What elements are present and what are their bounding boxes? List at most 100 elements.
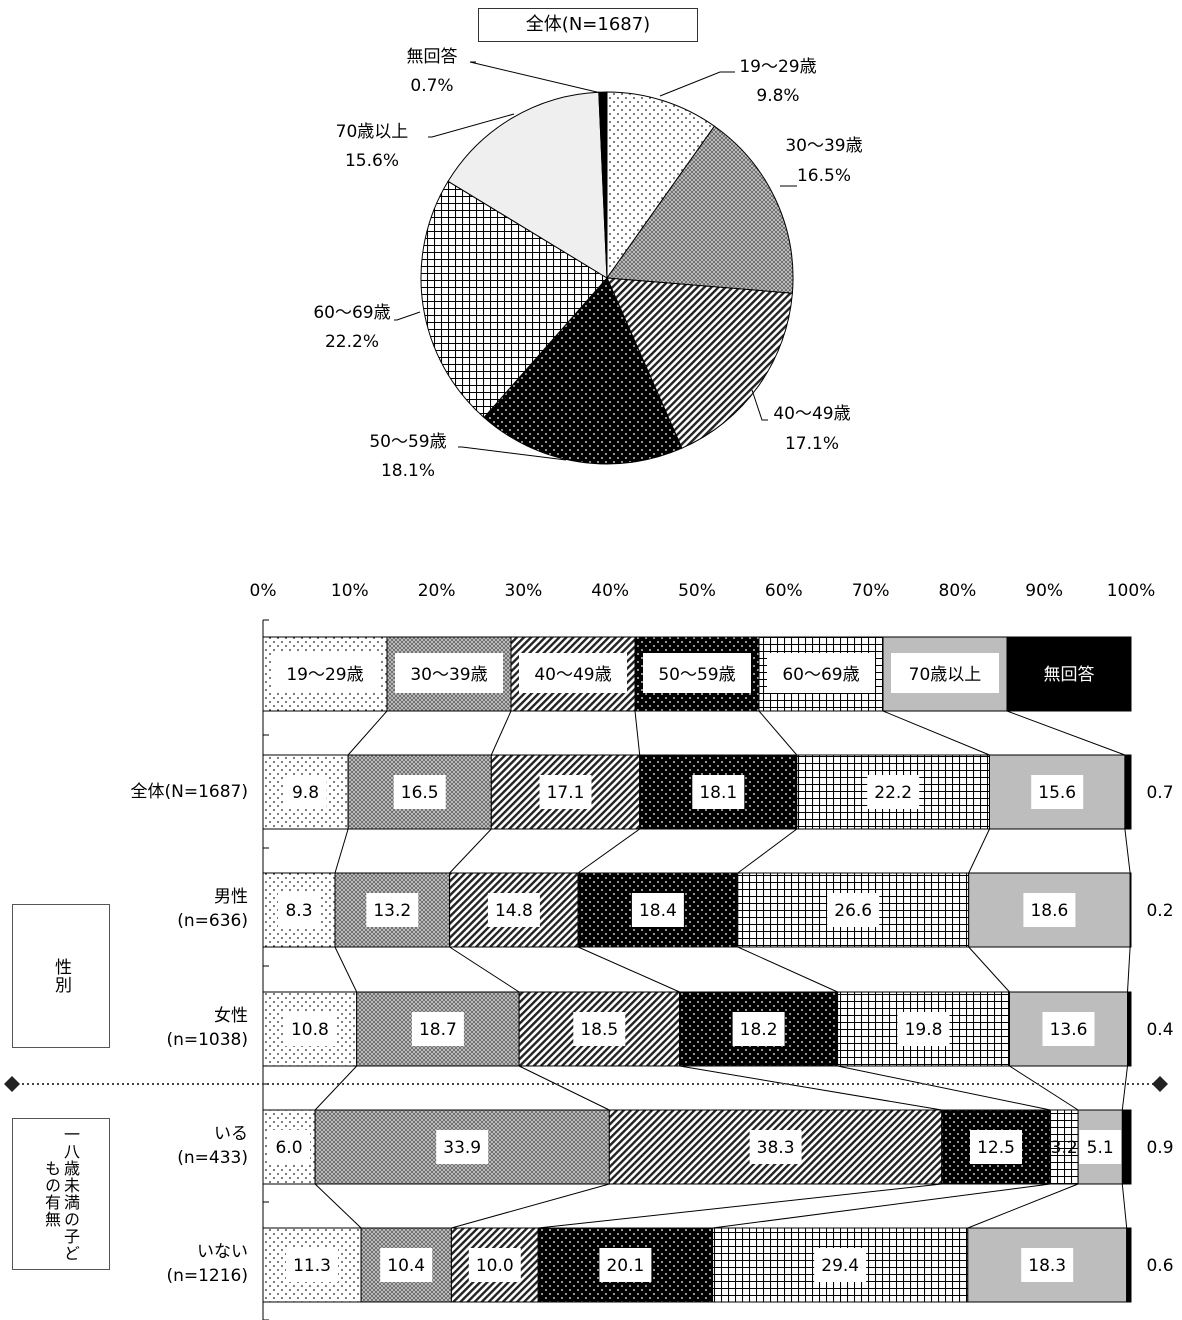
legend-label-bg-19-29 [271,653,379,693]
pie-label-name-50-59: 50〜59歳 [369,432,446,452]
bar-value-label-bg [278,893,320,927]
bar-value-label-bg [970,1130,1022,1164]
bar-value-label-70-plus: 15.6 [1038,783,1076,803]
bar-value-label-60-69: 3.2 [1051,1138,1078,1158]
pie-label-value-no-answer: 0.7% [410,76,453,96]
bar-value-label-bg [573,1012,626,1046]
pie-label-value-30-39: 16.5% [797,166,851,186]
row-label-male-name: 男性 [214,887,248,907]
bar-value-label-bg [393,775,446,809]
bar-value-label-bg [827,893,880,927]
connector-line [837,1065,1051,1111]
connector-line [314,1183,362,1229]
pie-label-name-40-49: 40〜49歳 [773,404,850,424]
bar-value-label-bg [599,1248,652,1282]
row-label-female: 女性 (n=1038) [18,1004,248,1052]
bar-value-label-bg [867,775,920,809]
bar-value-label-40-49: 18.5 [580,1020,618,1040]
pie-label-value-70-plus: 15.6% [345,151,399,171]
legend-label-70-plus: 70歳以上 [909,665,982,685]
pie-chart: 19〜29歳 9.8% 30〜39歳 16.5% 40〜49歳 17.1% 50〜59歳 18… [313,47,862,481]
bar-value-label-60-69: 19.8 [905,1020,943,1040]
bar-value-label-bg [732,1012,785,1046]
connector-line [451,1183,610,1229]
bar-value-label-50-59: 18.1 [699,783,737,803]
connector-line [449,946,520,993]
connector-line [1006,710,1126,756]
x-tick-90: 90% [1025,581,1063,601]
bar-value-label-30-39: 16.5 [401,783,439,803]
legend-label-bg-30-39 [395,653,503,693]
connector-line [968,946,1010,993]
connector-line [967,1183,1079,1229]
bar-value-label-bg [436,1130,489,1164]
bar-value-label-70-plus: 5.1 [1087,1138,1114,1158]
connector-line [518,1065,610,1111]
bar-value-label-no-answer: 0.9 [1146,1138,1173,1158]
pie-label-name-no-answer: 無回答 [407,47,458,67]
pie-label-value-50-59: 18.1% [381,461,435,481]
connector-line [634,710,641,756]
bar-segment-19-29 [262,872,336,948]
connector-line [538,1183,942,1229]
pie-label-name-19-29: 19〜29歳 [739,57,816,77]
bar-value-label-bg [814,1248,867,1282]
connector-line [1127,946,1131,993]
pie-slice-60-69 [420,180,608,419]
row-label-has-children-name: いる [214,1124,248,1144]
connector-line [334,946,358,993]
bar-value-label-19-29: 9.8 [292,783,319,803]
pie-slice-50-59 [483,277,683,465]
legend-label-30-39: 30〜39歳 [410,665,487,685]
bar-value-label-bg [897,1012,950,1046]
bar-segment-70-plus [989,754,1126,830]
bar-value-label-70-plus: 18.6 [1030,901,1068,921]
row-label-has-children: いる (n=433) [18,1122,248,1170]
connector-line [1124,828,1131,874]
pie-leader-50-59 [458,446,567,461]
bar-value-label-19-29: 8.3 [285,901,312,921]
connector-line [679,1065,942,1111]
legend-label-bg-50-59 [643,653,751,693]
legend-label-bg-70-plus [891,653,999,693]
connector-line [737,828,798,874]
bar-value-label-60-69: 22.2 [874,783,912,803]
bar-value-label-bg [411,1012,464,1046]
bar-value-label-bg [1042,1012,1095,1046]
bar-value-label-bg [749,1130,802,1164]
x-tick-0: 0% [250,581,277,601]
legend-label-bg-no-answer [1028,653,1110,693]
x-tick-50: 50% [678,581,716,601]
pie-slice-19-29 [606,91,716,280]
connector-line [490,710,512,756]
stacked-bar-chart: 0% 10% 20% 30% 40% 50% 60% 70% 80% 90% 100% 19〜29歳 3… [4,581,1174,1320]
bar-value-label-bg [468,1248,521,1282]
bar-value-label-no-answer: 0.7 [1146,783,1173,803]
connector-line [577,946,680,993]
connector-line [1121,1065,1128,1111]
connector-line [737,946,838,993]
group-box-sex: 性別 [12,904,110,1048]
connector-line [882,710,990,756]
bar-value-label-bg [366,893,419,927]
bar-value-label-40-49: 10.0 [476,1256,514,1276]
connector-line [334,828,349,874]
connector-line [712,1183,1051,1229]
x-tick-80: 80% [939,581,977,601]
bar-value-label-bg [539,775,592,809]
bar-segment-60-69 [796,754,990,830]
connector-line [347,710,388,756]
pie-slice-40-49 [606,277,793,449]
bar-value-label-50-59: 18.2 [740,1020,778,1040]
bar-value-label-bg [487,893,540,927]
bar-value-label-bg [1031,775,1084,809]
bar-value-label-40-49: 14.8 [495,901,533,921]
row-label-no-children-n: (n=1216) [166,1266,248,1286]
bar-value-label-50-59: 18.4 [639,901,677,921]
bar-segment-no-answer [1127,991,1132,1067]
bar-value-label-bg [1079,1130,1122,1164]
bar-segment-no-answer [1129,872,1132,948]
bar-value-label-19-29: 6.0 [275,1138,302,1158]
x-tick-20: 20% [418,581,456,601]
